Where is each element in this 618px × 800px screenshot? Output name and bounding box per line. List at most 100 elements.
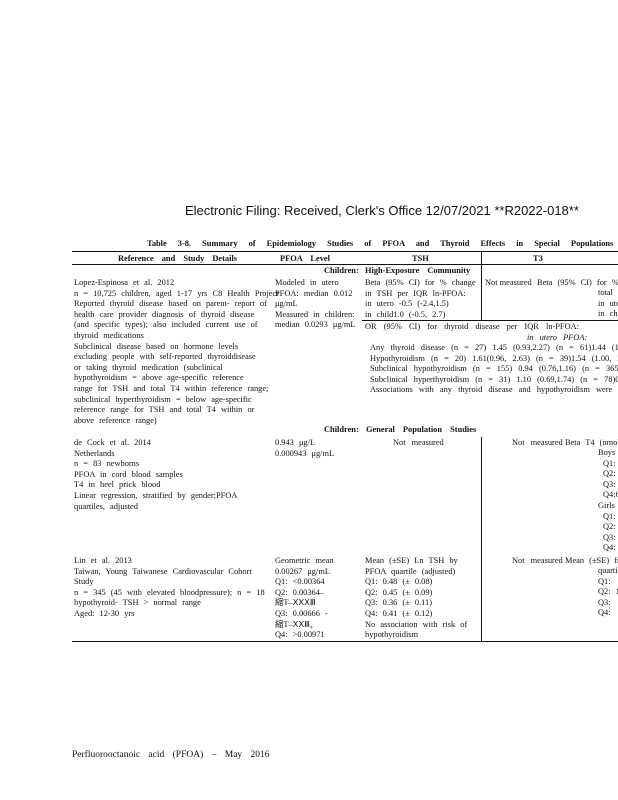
text-line: Subclinical disease based on hormone lev…: [74, 341, 239, 351]
text-line: subclinical hyperthyroidism = below age-…: [74, 394, 252, 404]
text-line: PFOA: median 0.012: [275, 288, 353, 298]
filing-header: Electronic Filing: Received, Clerk's Off…: [185, 203, 579, 218]
text-line: Q1: 0.48 (± 0.08): [365, 577, 433, 587]
text-line: Netherlands: [74, 448, 115, 458]
row-lin-t3-heading: Mean (±SE) fr: [565, 556, 618, 565]
text-line: Q2: 0.00364–: [275, 587, 325, 597]
text-line: No association with risk of: [365, 619, 468, 629]
row-decock-pfoa: 0.943 μg/L 0.000943 μg/mL: [275, 438, 334, 459]
column-divider: [481, 252, 482, 320]
text-line: Q3:: [603, 479, 616, 489]
text-line: Q3: 0.36 (± 0.11): [365, 598, 433, 608]
text-line: Q1:: [598, 576, 611, 586]
row-lin-t3-status: Not measured: [512, 556, 563, 565]
text-line: in utero: [598, 298, 618, 308]
text-line: Q3: 0.00666 -: [275, 608, 328, 618]
text-line: Q4:6: [603, 490, 618, 500]
text-line: hypothyroidism: [365, 630, 419, 640]
text-line: quartiles, adjusted: [74, 501, 138, 511]
text-line: Q4:: [603, 543, 616, 553]
text-line: 縮T–ⅩⅩⅢ₄: [275, 619, 313, 629]
text-line: quartile: [598, 566, 618, 575]
text-line: n = 345 (45 with elevated bloodpressure)…: [74, 587, 265, 597]
col-header-tsh: TSH: [412, 254, 429, 263]
rule: [362, 320, 618, 321]
or-results: Any thyroid disease (n = 27) 1.45 (0.93,…: [370, 343, 618, 396]
text-line: 0.00267 μg/mL: [275, 566, 330, 576]
rule: [72, 251, 618, 252]
text-line: 縮T–ⅩⅩⅩⅢ: [275, 598, 316, 608]
text-line: thyroid medications: [74, 330, 144, 340]
column-divider: [481, 437, 482, 641]
text-line: Hypothyroidism (n = 20) 1.61(0.96, 2.63)…: [370, 353, 618, 363]
text-line: in utero -0.5 (-2.4,1.5): [365, 299, 449, 309]
text-line: Measured in children:: [275, 309, 355, 319]
row-lopez-t3-status: Not measured: [485, 278, 532, 287]
table-title: Table 3-8. Summary of Epidemiology Studi…: [147, 239, 614, 248]
text-line: Q4: >0.00971: [275, 630, 325, 640]
text-line: Q1:: [603, 458, 616, 468]
text-line: Q4: 0.41 (± 0.12): [365, 608, 433, 618]
section-label: Children:: [324, 425, 359, 434]
text-line: Aged: 12-30 yrs: [74, 608, 135, 618]
section-label: Children:: [324, 266, 359, 275]
text-line: Q1:: [603, 511, 616, 521]
text-line: Q4:: [598, 608, 611, 618]
text-line: Q2: 0.45 (± 0.09): [365, 587, 433, 597]
text-line: Q3:: [598, 597, 611, 607]
section-title: High-Exposure Community: [365, 266, 471, 275]
text-line: n = 10,725 children, aged 1-17 yrs C8 He…: [74, 288, 279, 298]
text-line: in TSH per IQR ln-PFOA:: [365, 288, 466, 298]
text-line: Boys: [598, 448, 616, 457]
col-header-reference: Reference and Study Details: [118, 254, 238, 263]
text-line: Subclinical hypothyroidism (n = 155) 0.9…: [370, 364, 618, 374]
text-line: Linear regression, stratified by gender;…: [74, 490, 238, 500]
text-line: PFOA in cord blood samples: [74, 469, 183, 479]
text-line: hypothyroid- TSH > normal range: [74, 598, 201, 608]
text-line: excluding people with self-reported thyr…: [74, 352, 256, 362]
text-line: Reported thyroid disease based on parent…: [74, 299, 267, 309]
text-line: Q1: <0.00364: [275, 577, 325, 587]
text-line: in child1.0 (-0.5, 2.7): [365, 309, 446, 319]
text-line: Q3:: [603, 532, 616, 542]
row-decock-t3-heading: Beta T4 (nmol/L: [565, 438, 618, 447]
row-lopez-tsh: Beta (95% CI) for % change in TSH per IQR…: [365, 278, 476, 320]
text-line: de Cock et al. 2014: [74, 438, 151, 447]
text-line: Geometric mean: [275, 556, 334, 565]
text-line: (and specific types); also included curr…: [74, 320, 258, 330]
text-line: in chil: [598, 309, 618, 319]
text-line: Beta (95% CI) for % c: [537, 278, 618, 287]
text-line: μg/mL: [275, 299, 298, 309]
text-line: total: [598, 288, 613, 297]
text-line: Girls: [598, 500, 615, 510]
text-line: Lin et al. 2013: [74, 556, 132, 565]
text-line: Mean (±SE) Ln TSH by: [365, 556, 458, 565]
row-decock-t3-status: Not measured: [512, 438, 563, 447]
row-lin-t3: quartileQ1:Q2: 1Q3:Q4:: [598, 566, 618, 619]
text-line: health care provider diagnosis of thyroi…: [74, 309, 255, 319]
row-lin-reference: Lin et al. 2013 Taiwan, Young Taiwanese C…: [74, 556, 265, 620]
text-line: Beta (95% CI) for % change: [365, 278, 476, 287]
rule: [72, 264, 618, 265]
row-lin-pfoa: Geometric mean 0.00267 μg/mL Q1: <0.00364 Q…: [275, 556, 334, 641]
in-utero-label: in utero PFOA:: [527, 333, 588, 342]
text-line: or taking thyroid medication (subclinica…: [74, 362, 223, 372]
text-line: hypothyroidism = above age-specific refe…: [74, 373, 244, 383]
page-footer: Perfluorooctanoic acid (PFOA) – May 2016: [72, 750, 270, 760]
row-lopez-reference: Lopez-Espinosa et al. 2012 n = 10,725 chi…: [74, 278, 279, 426]
table-bottom-rule: [72, 641, 618, 642]
col-header-t3: T3: [533, 254, 543, 263]
text-line: Q2: 1: [598, 587, 618, 597]
text-line: Q2:: [603, 522, 616, 532]
row-decock-t3-boys: Boys Q1: Q2: Q3: Q4:6 Girls Q1: Q2: Q3: Q4:: [598, 448, 618, 554]
section-title: General Population Studies: [366, 425, 477, 434]
text-line: Modeled in utero: [275, 278, 339, 287]
text-line: Study: [74, 577, 94, 587]
row-lin-tsh: Mean (±SE) Ln TSH by PFOA quartile (adjus…: [365, 556, 467, 641]
text-line: PFOA quartile (adjusted): [365, 566, 456, 576]
or-heading: OR (95% CI) for thyroid disease per IQR …: [365, 322, 579, 331]
text-line: median 0.0293 μg/mL: [275, 320, 356, 330]
text-line: Subclinical hyperthyroidism (n = 31) 1.1…: [370, 374, 618, 384]
text-line: 0.000943 μg/mL: [275, 448, 335, 458]
